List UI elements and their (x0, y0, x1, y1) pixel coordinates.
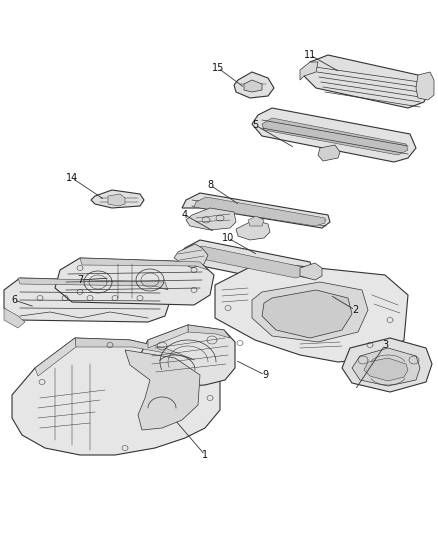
Polygon shape (364, 358, 408, 381)
Polygon shape (35, 338, 76, 376)
Text: 14: 14 (66, 173, 78, 183)
Polygon shape (108, 194, 125, 206)
Polygon shape (304, 55, 430, 108)
Polygon shape (318, 145, 340, 161)
Polygon shape (248, 216, 264, 226)
Polygon shape (174, 244, 208, 268)
Polygon shape (300, 263, 322, 280)
Polygon shape (300, 62, 318, 80)
Polygon shape (186, 208, 236, 230)
Polygon shape (12, 338, 220, 455)
Text: 7: 7 (77, 275, 83, 285)
Text: 15: 15 (212, 63, 224, 73)
Polygon shape (252, 108, 416, 162)
Polygon shape (342, 338, 432, 392)
Polygon shape (252, 282, 368, 342)
Polygon shape (91, 190, 144, 208)
Text: 6: 6 (11, 295, 17, 305)
Text: 3: 3 (382, 340, 388, 350)
Polygon shape (262, 118, 408, 155)
Polygon shape (244, 80, 262, 92)
Text: 9: 9 (262, 370, 268, 380)
Polygon shape (236, 220, 270, 240)
Polygon shape (140, 325, 235, 386)
Polygon shape (178, 240, 314, 284)
Polygon shape (192, 246, 308, 278)
Text: 8: 8 (207, 180, 213, 190)
Polygon shape (262, 290, 352, 338)
Polygon shape (194, 197, 325, 226)
Polygon shape (18, 278, 168, 290)
Polygon shape (4, 308, 25, 328)
Polygon shape (75, 338, 195, 360)
Polygon shape (148, 325, 188, 348)
Polygon shape (182, 193, 330, 228)
Text: 10: 10 (222, 233, 234, 243)
Polygon shape (188, 325, 230, 338)
Polygon shape (125, 350, 200, 430)
Polygon shape (215, 262, 408, 362)
Polygon shape (416, 72, 434, 100)
Polygon shape (80, 258, 208, 270)
Text: 11: 11 (304, 50, 316, 60)
Polygon shape (55, 258, 214, 305)
Text: 5: 5 (252, 120, 258, 130)
Polygon shape (234, 72, 274, 98)
Polygon shape (352, 348, 420, 386)
Text: 4: 4 (182, 210, 188, 220)
Polygon shape (4, 278, 172, 322)
Text: 2: 2 (352, 305, 358, 315)
Text: 1: 1 (202, 450, 208, 460)
